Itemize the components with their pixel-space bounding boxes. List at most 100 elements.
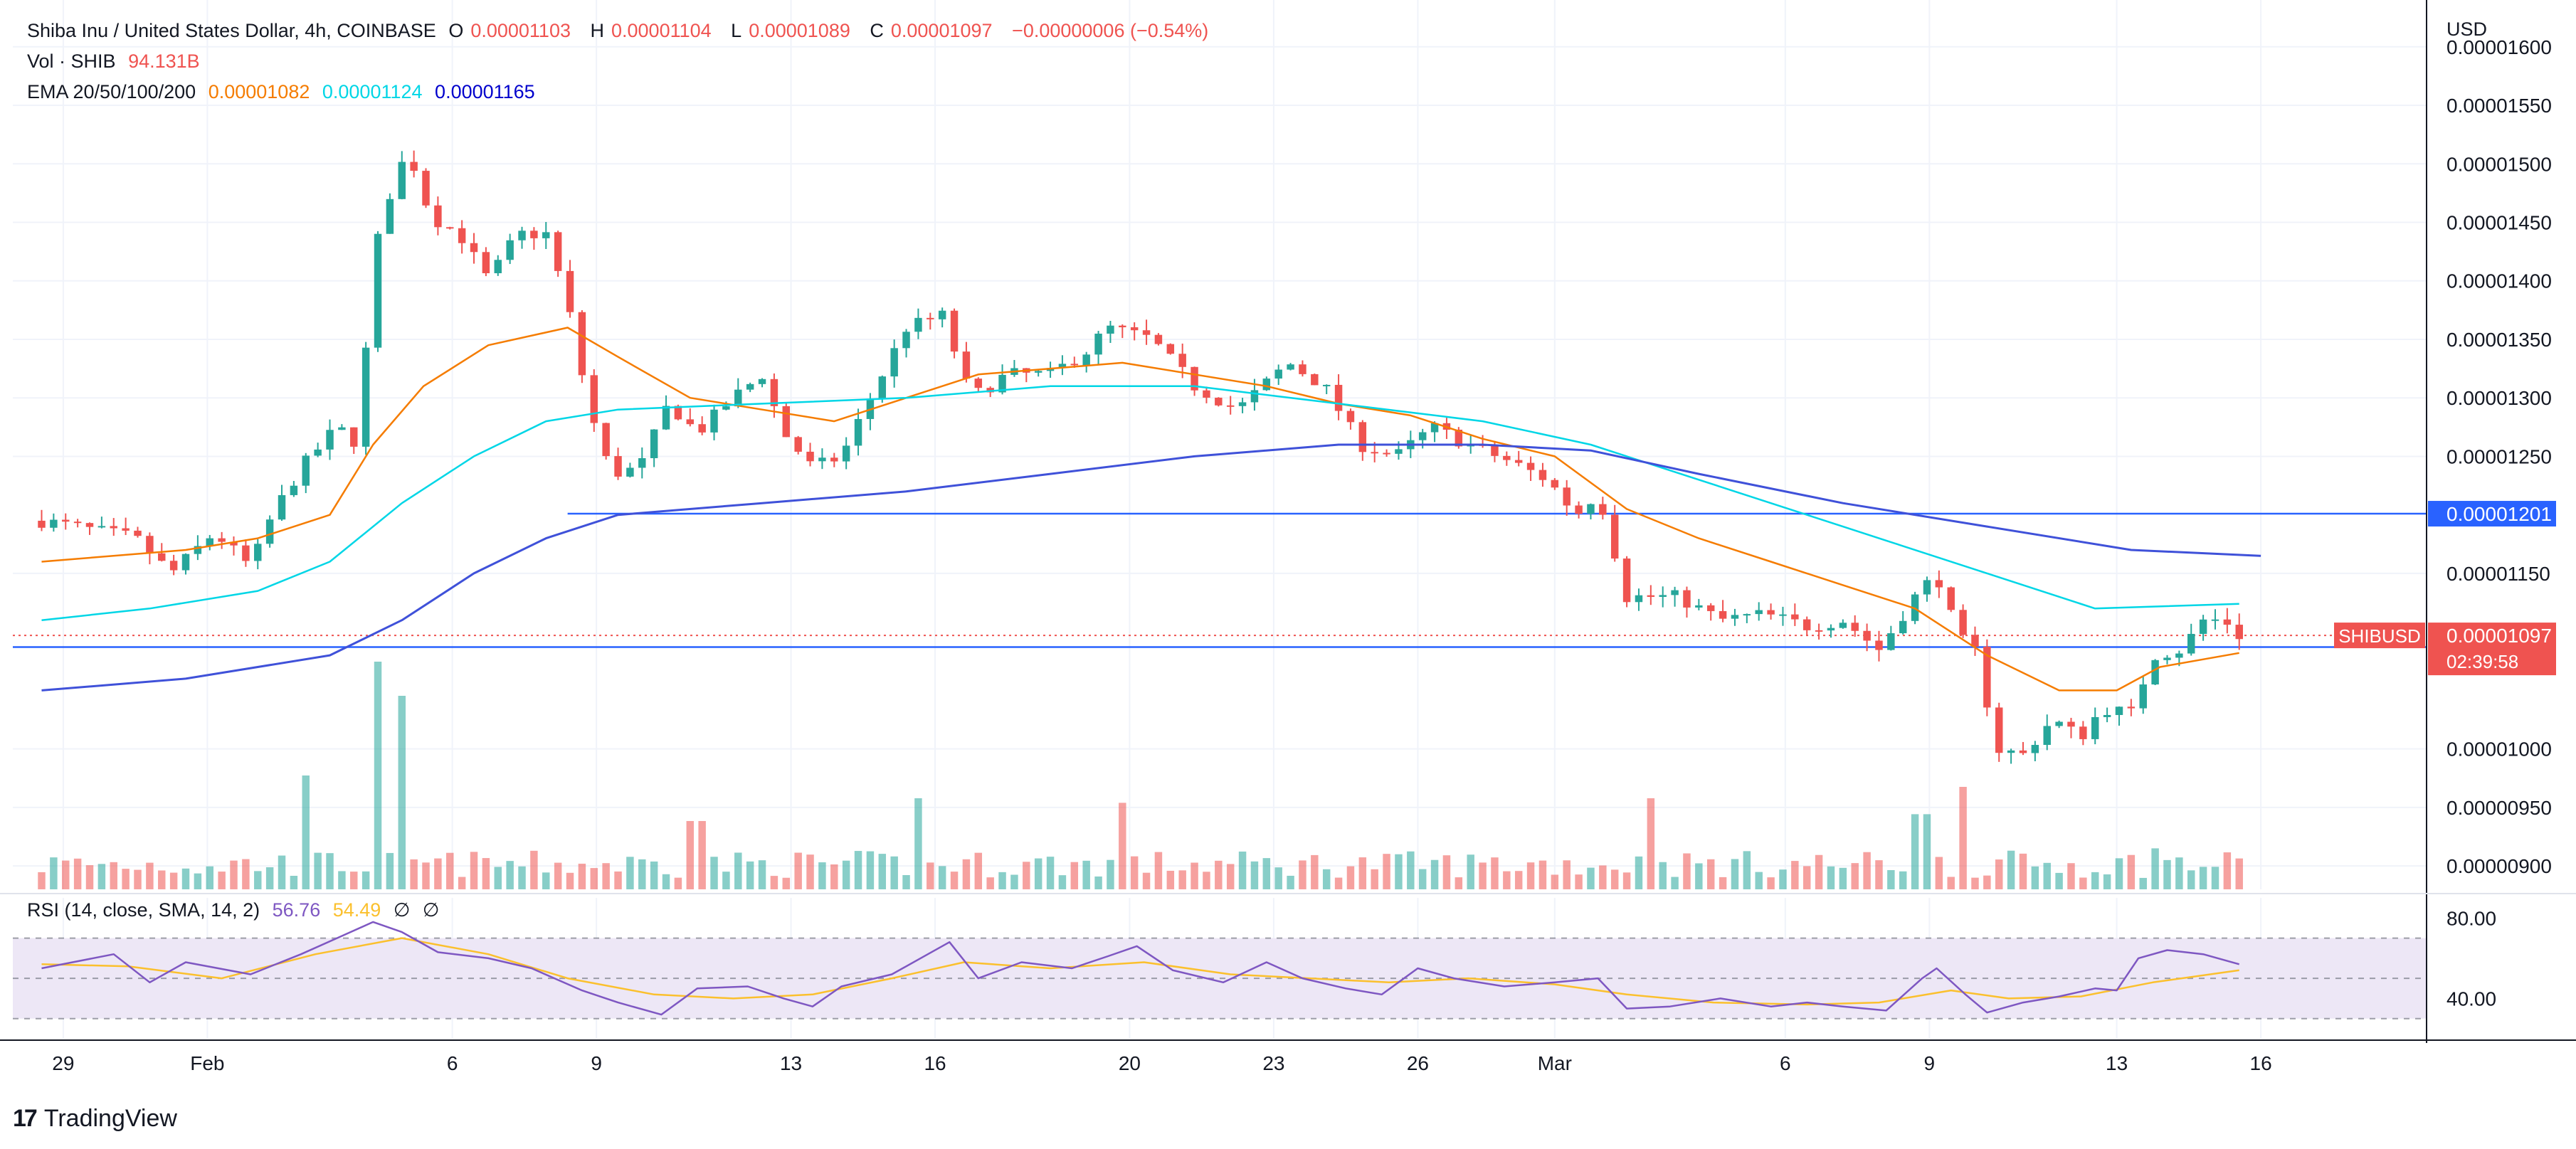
volume-bar: [722, 872, 730, 889]
volume-bar: [1491, 857, 1499, 889]
candle-body: [350, 427, 358, 447]
candle-body: [1094, 333, 1102, 355]
hline-price-tag: [2428, 501, 2556, 527]
volume-bar: [578, 863, 586, 889]
candle-body: [110, 526, 117, 529]
candle-body: [2151, 660, 2159, 685]
pair-title: Shiba Inu / United States Dollar, 4h, CO…: [27, 20, 436, 41]
rsi-line: [41, 921, 2240, 1016]
candle-body: [38, 520, 46, 528]
time-tick-label: 9: [591, 1052, 602, 1074]
ema100-value: 0.00001165: [435, 81, 535, 102]
volume-bar: [1503, 871, 1511, 889]
rsi-legend[interactable]: RSI (14, close, SMA, 14, 2) 56.76 54.49 …: [27, 899, 446, 921]
tradingview-logo[interactable]: 17 TradingView: [13, 1105, 177, 1133]
candle-body: [446, 227, 454, 229]
horizontal-lines[interactable]: [13, 512, 2427, 648]
volume-bar: [1983, 875, 1991, 889]
candle-body: [698, 424, 706, 433]
candle-body: [1070, 364, 1079, 366]
candle-body: [1863, 630, 1871, 641]
candle-body: [458, 228, 466, 243]
volume-bar: [914, 798, 922, 889]
volume-bar: [1635, 856, 1643, 889]
candle-body: [181, 554, 190, 571]
price-tick-label: 0.00001300: [2446, 387, 2552, 409]
candle-body: [1887, 633, 1895, 650]
volume-bar: [446, 852, 454, 889]
volume-bar: [181, 868, 190, 889]
candle-body: [1287, 364, 1294, 370]
volume-bar: [1178, 870, 1186, 889]
candle-body: [374, 233, 382, 348]
volume-bar: [950, 872, 959, 889]
volume-bar: [866, 851, 875, 889]
volume-bar: [566, 872, 574, 889]
volume-bar: [1442, 855, 1451, 889]
volume-bar: [1791, 861, 1799, 889]
candle-body: [398, 162, 406, 199]
candle-body: [1418, 432, 1427, 440]
volume-bar: [1371, 869, 1378, 889]
change-value: −0.00000006 (−0.54%): [1012, 20, 1209, 41]
candle-body: [1875, 640, 1883, 650]
volume-bar: [2055, 872, 2063, 889]
volume-bar: [554, 862, 562, 889]
volume-bars: [38, 662, 2243, 889]
time-tick-label: 26: [1407, 1052, 1429, 1074]
volume-bar: [458, 877, 466, 889]
volume-bar: [1767, 877, 1775, 889]
volume-bar: [1706, 859, 1715, 889]
volume-bar: [1514, 871, 1523, 889]
candle-body: [62, 519, 70, 522]
candle-body: [2127, 706, 2136, 709]
volume-bar: [1299, 860, 1307, 889]
candle-body: [927, 317, 934, 319]
volume-bar: [1947, 877, 1955, 889]
candle-body: [1971, 635, 1979, 647]
candle-body: [1695, 605, 1703, 608]
volume-bar: [878, 854, 887, 889]
volume-legend[interactable]: Vol · SHIB 94.131B: [27, 51, 207, 73]
candle-body: [194, 546, 202, 554]
candle-body: [2163, 657, 2171, 660]
price-tick-label: 0.00001500: [2446, 153, 2552, 175]
price-tick-label: 0.00000950: [2446, 797, 2552, 819]
volume-bar: [794, 852, 802, 889]
candle-body: [2079, 726, 2087, 739]
candle-body: [1538, 470, 1547, 480]
candle-body: [314, 449, 322, 456]
candle-body: [2175, 653, 2183, 658]
rsi-divergence-icon: ∅: [393, 899, 411, 921]
volume-bar: [1322, 869, 1331, 889]
candle-body: [1635, 595, 1643, 603]
candle-body: [1142, 330, 1151, 335]
candle-body: [2091, 716, 2099, 739]
volume-bar: [1191, 862, 1198, 889]
candle-body: [2031, 745, 2039, 753]
volume-bar: [265, 867, 274, 889]
ema-legend[interactable]: EMA 20/50/100/200 0.00001082 0.00001124 …: [27, 81, 542, 103]
volume-bar: [2235, 858, 2243, 889]
candle-body: [938, 310, 946, 319]
volume-bar: [410, 859, 418, 889]
volume-bar: [1034, 858, 1042, 889]
volume-bar: [638, 859, 646, 889]
candle-body: [818, 457, 826, 462]
currency-label: USD: [2446, 18, 2487, 40]
volume-bar: [1779, 869, 1787, 889]
candle-body: [746, 383, 754, 390]
candle-body: [1719, 610, 1727, 619]
volume-bar: [1023, 862, 1030, 889]
candle-body: [662, 406, 670, 430]
volume-bar: [122, 869, 130, 889]
volume-bar: [242, 859, 250, 889]
price-tick-label: 0.00001450: [2446, 212, 2552, 234]
volume-bar: [1467, 854, 1474, 889]
volume-bar: [218, 872, 226, 889]
volume-bar: [662, 874, 670, 889]
candle-body: [1779, 614, 1787, 616]
candle-body: [1058, 364, 1067, 369]
candle-body: [830, 457, 838, 462]
